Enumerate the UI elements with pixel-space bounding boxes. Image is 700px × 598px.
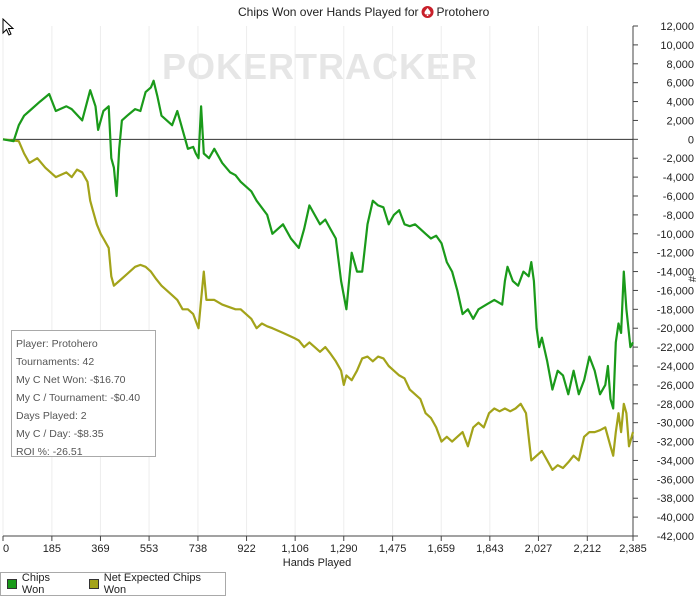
y-tick-label: -4,000 (663, 172, 694, 184)
y-tick-label: -2,000 (663, 153, 694, 165)
x-tick-label: 369 (91, 543, 109, 555)
y-tick-label: -12,000 (657, 248, 694, 260)
x-tick-label: 1,290 (330, 543, 358, 555)
stats-row: My C / Day: -$8.35 (16, 428, 104, 440)
y-tick-label: -24,000 (657, 361, 694, 373)
x-tick-label: 2,027 (525, 543, 553, 555)
y-tick-label: 2,000 (666, 115, 694, 127)
y-tick-label: -14,000 (657, 267, 694, 279)
y-tick-label: -6,000 (663, 191, 694, 203)
y-tick-label: -36,000 (657, 474, 694, 486)
x-tick-label: 1,106 (281, 543, 309, 555)
stats-row: Tournaments: 42 (16, 356, 95, 368)
y-tick-label: 6,000 (666, 78, 694, 90)
legend-item-chips-won[interactable]: Chips Won (7, 572, 75, 596)
y-tick-label: -34,000 (657, 455, 694, 467)
y-tick-label: 4,000 (666, 97, 694, 109)
legend-swatch (88, 579, 99, 589)
x-tick-label: 2,385 (619, 543, 647, 555)
stats-row: My C Net Won: -$16.70 (16, 374, 126, 386)
x-tick-label: 922 (237, 543, 255, 555)
x-tick-label: 185 (43, 543, 61, 555)
series-line-net-expected-chips-won (2, 138, 635, 471)
y-tick-label: -8,000 (663, 210, 694, 222)
spade-icon (421, 6, 434, 18)
y-tick-label: -10,000 (657, 229, 694, 241)
x-tick-label: 1,659 (427, 543, 455, 555)
x-tick-label: 738 (189, 543, 207, 555)
x-tick-label: 2,212 (574, 543, 602, 555)
mouse-pointer-icon (2, 18, 15, 36)
series-line-chips-won (2, 79, 634, 410)
y-tick-label: -22,000 (657, 342, 694, 354)
y-tick-label: 0 (688, 134, 694, 146)
y-tick-label: -38,000 (657, 493, 694, 505)
x-tick-label: 1,843 (476, 543, 504, 555)
stats-row: Player: Protohero (16, 338, 98, 350)
legend-item-net-expected-chips-won[interactable]: Net Expected Chips Won (88, 572, 225, 596)
stats-row: Days Played: 2 (16, 410, 87, 422)
y-axis-label: # (687, 275, 699, 282)
y-tick-label: -18,000 (657, 304, 694, 316)
y-tick-label: -16,000 (657, 285, 694, 297)
y-tick-label: -32,000 (657, 437, 694, 449)
chart-legend: Chips Won Net Expected Chips Won (0, 572, 226, 596)
y-tick-label: -42,000 (657, 531, 694, 543)
legend-label: Net Expected Chips Won (103, 572, 201, 596)
legend-swatch (7, 579, 17, 589)
y-tick-label: 10,000 (660, 40, 694, 52)
y-tick-label: -28,000 (657, 399, 694, 411)
stats-box: Player: Protohero Tournaments: 42 My C Net… (11, 330, 156, 458)
chart-title: Chips Won over Hands Played for Protoher… (238, 5, 490, 19)
chart-title-text: Chips Won over Hands Played for (238, 5, 419, 19)
x-tick-label: 0 (3, 543, 9, 555)
y-tick-label: 8,000 (666, 59, 694, 71)
y-tick-label: -30,000 (657, 418, 694, 430)
stats-row: ROI %: -26.51 (16, 446, 83, 458)
y-tick-label: -26,000 (657, 380, 694, 392)
x-tick-label: 553 (140, 543, 158, 555)
y-tick-label: -40,000 (657, 512, 694, 524)
x-axis-label: Hands Played (283, 557, 352, 569)
y-tick-label: 12,000 (660, 21, 694, 33)
chart-title-player: Protohero (437, 5, 490, 19)
legend-label: Chips Won (21, 572, 51, 596)
watermark-text: POKERTRACKER (162, 46, 478, 87)
stats-row: My C / Tournament: -$0.40 (16, 392, 141, 404)
x-tick-label: 1,475 (379, 543, 407, 555)
y-tick-label: -20,000 (657, 323, 694, 335)
